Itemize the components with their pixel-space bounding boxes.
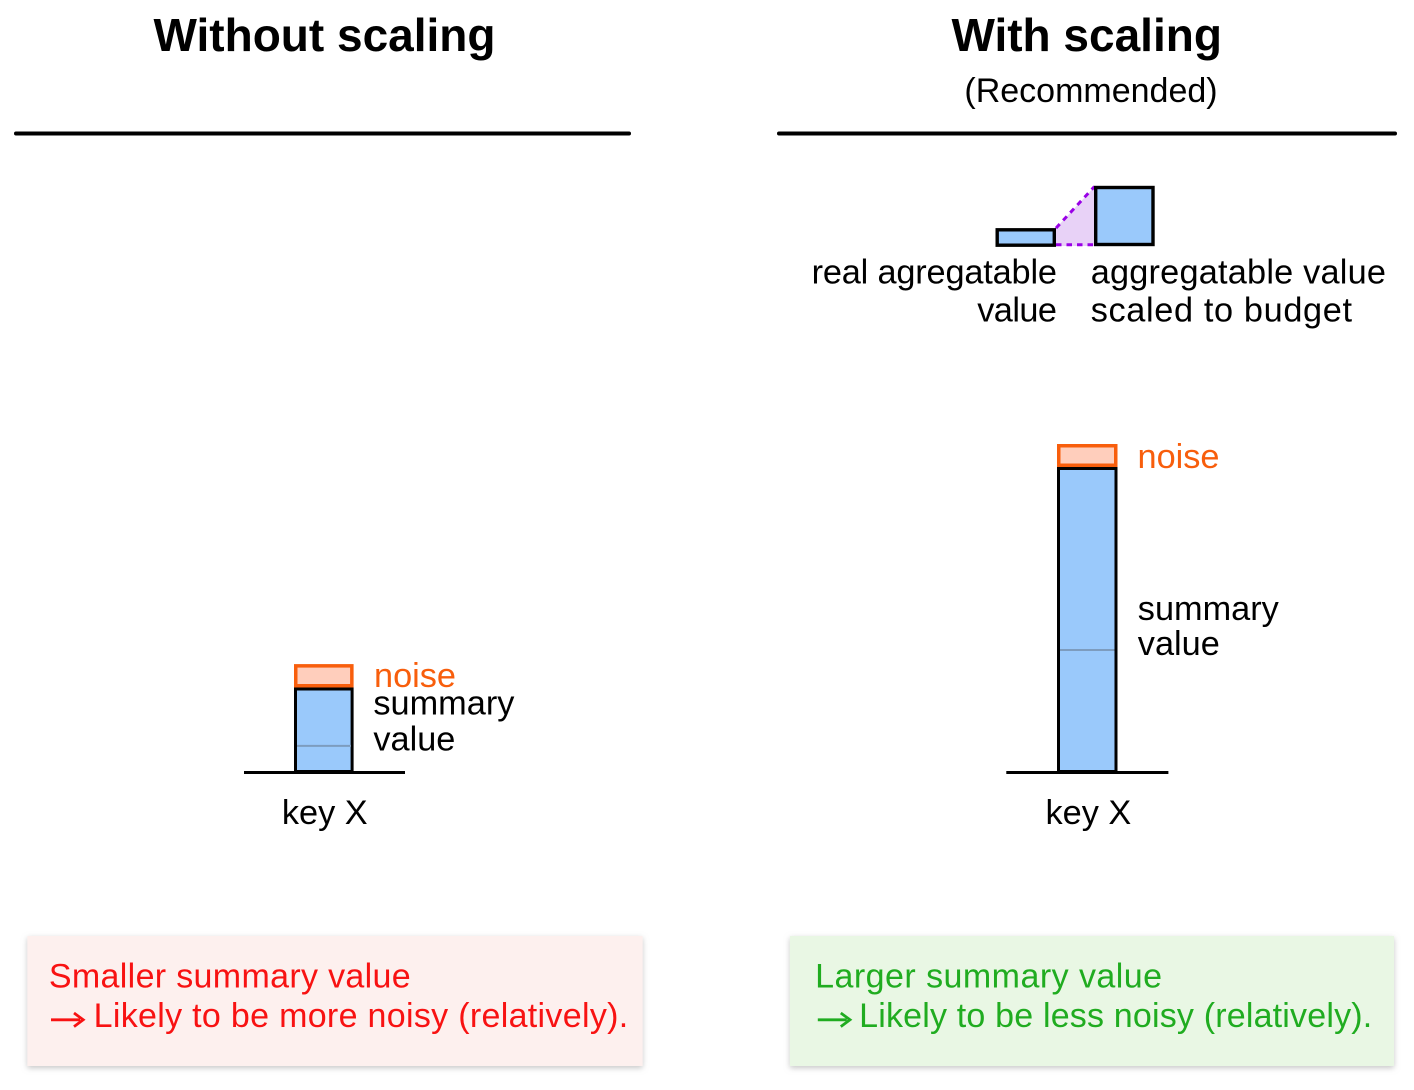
svg-text:Likely to be more noisy (relat: Likely to be more noisy (relatively). <box>94 997 629 1035</box>
svg-text:key X: key X <box>282 794 368 832</box>
svg-text:summary: summary <box>373 684 515 722</box>
svg-text:real agregatable: real agregatable <box>812 254 1057 292</box>
svg-text:aggregatable value: aggregatable value <box>1091 254 1386 292</box>
svg-text:scaled to budget: scaled to budget <box>1091 292 1353 330</box>
svg-text:noise: noise <box>1138 438 1220 476</box>
svg-text:value: value <box>1138 625 1220 663</box>
svg-text:key X: key X <box>1046 794 1132 832</box>
svg-text:summary: summary <box>1138 590 1280 628</box>
svg-text:value: value <box>373 721 455 759</box>
svg-text:Likely to be less noisy (relat: Likely to be less noisy (relatively). <box>859 997 1372 1035</box>
svg-text:Larger summary value: Larger summary value <box>815 957 1162 995</box>
svg-text:Smaller summary value: Smaller summary value <box>49 957 411 995</box>
svg-text:noise: noise <box>374 657 456 695</box>
svg-text:(Recommended): (Recommended) <box>964 72 1217 110</box>
svg-text:value: value <box>977 292 1057 330</box>
svg-text:With scaling: With scaling <box>951 9 1222 61</box>
svg-text:Without scaling: Without scaling <box>153 9 495 61</box>
